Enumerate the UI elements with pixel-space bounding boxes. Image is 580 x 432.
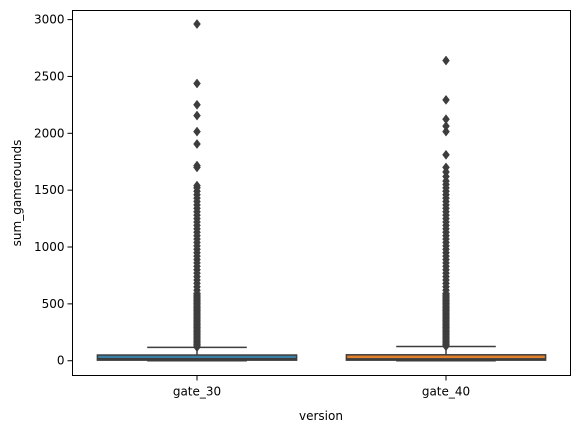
box (96, 354, 298, 361)
y-axis-label: sum_gamerounds (10, 140, 24, 247)
x-tick-label: gate_30 (173, 385, 221, 399)
y-tick-label: 500 (42, 297, 65, 311)
outlier-point (442, 149, 450, 160)
y-tick-label: 1500 (34, 183, 65, 197)
box-group-gate_30 (96, 19, 298, 362)
y-tick-label: 0 (57, 354, 65, 368)
box (345, 354, 547, 361)
y-tick-label: 1000 (34, 240, 65, 254)
outlier-point (193, 78, 201, 89)
y-tick-label: 2500 (34, 69, 65, 83)
box-group-gate_40 (345, 55, 547, 362)
outlier-point (193, 139, 201, 149)
axes-frame (72, 10, 571, 376)
outlier-point (442, 94, 450, 105)
x-tick-label: gate_40 (422, 385, 470, 399)
x-axis: gate_30 gate_40 (173, 375, 470, 399)
outlier-point (193, 110, 201, 121)
plot-area (96, 19, 547, 362)
outlier-point (193, 162, 201, 173)
y-tick-label: 3000 (34, 13, 65, 27)
x-axis-label: version (299, 409, 343, 423)
outlier-cluster (193, 292, 201, 348)
outlier-point (193, 126, 201, 137)
outlier-point (193, 19, 201, 29)
y-axis: 0 500 1000 1500 2000 2500 3000 (34, 13, 73, 368)
outlier-point (442, 55, 450, 66)
outlier-cluster (442, 292, 450, 347)
outlier-point (442, 126, 450, 137)
y-tick-label: 2000 (34, 126, 65, 140)
outlier-point (193, 99, 201, 110)
